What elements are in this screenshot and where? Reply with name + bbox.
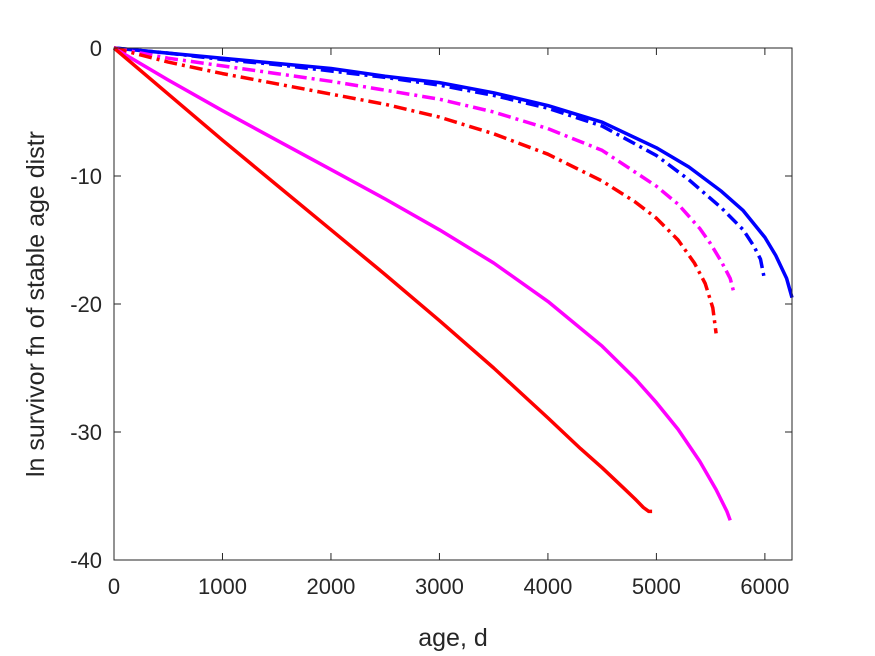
y-tick-label: -10 <box>70 164 102 189</box>
x-axis-label: age, d <box>418 624 488 652</box>
x-tick-label: 4000 <box>523 574 572 599</box>
series-line-3 <box>113 46 737 296</box>
series-line-6 <box>112 46 653 514</box>
series-line-2 <box>113 46 766 277</box>
x-tick-label: 2000 <box>306 574 355 599</box>
y-tick-label: 0 <box>90 36 102 61</box>
plot-background <box>114 48 792 560</box>
x-tick-label: 5000 <box>632 574 681 599</box>
x-tick-label: 6000 <box>740 574 789 599</box>
y-tick-label: -40 <box>70 548 102 573</box>
series-line-5 <box>113 46 732 521</box>
series-line-1 <box>113 46 794 299</box>
series-layer <box>112 46 794 521</box>
y-tick-label: -30 <box>70 420 102 445</box>
tick-layer: 0 1000 2000 3000 4000 5000 6000 0 -10 -20 -30 -40 <box>70 36 792 599</box>
y-axis-label: ln survivor fn of stable age distr <box>22 131 50 477</box>
x-tick-label: 0 <box>108 574 120 599</box>
y-tick-label: -20 <box>70 292 102 317</box>
series-line-4 <box>113 46 718 334</box>
x-tick-label: 3000 <box>415 574 464 599</box>
x-tick-label: 1000 <box>198 574 247 599</box>
